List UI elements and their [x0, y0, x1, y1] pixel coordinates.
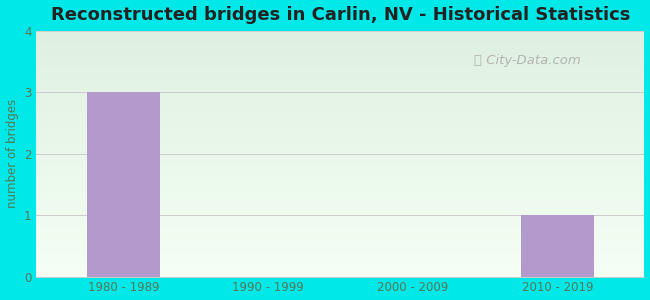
Bar: [521, 215, 594, 277]
Bar: [87, 92, 159, 277]
Title: Reconstructed bridges in Carlin, NV - Historical Statistics: Reconstructed bridges in Carlin, NV - Hi…: [51, 6, 630, 24]
Text: ⓘ City-Data.com: ⓘ City-Data.com: [474, 54, 581, 67]
Y-axis label: number of bridges: number of bridges: [6, 99, 19, 208]
